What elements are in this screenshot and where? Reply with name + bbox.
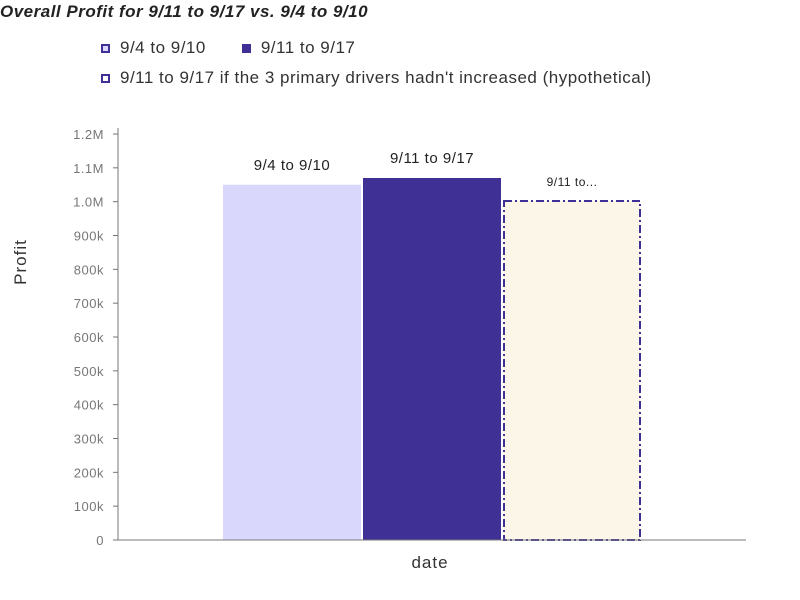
- legend-swatch-series-2: [241, 43, 251, 53]
- y-tick-label: 500k: [74, 364, 104, 379]
- y-tick-label: 400k: [74, 398, 104, 413]
- legend-swatch-series-1: [101, 43, 110, 53]
- y-tick-label: 900k: [74, 229, 104, 244]
- y-tick-label: 1.0M: [73, 195, 104, 210]
- legend-label-series-2: 9/11 to 9/17: [260, 38, 356, 57]
- bar-data-label-1: 9/4 to 9/10: [254, 157, 330, 174]
- bar-series-1[interactable]: [223, 184, 361, 540]
- legend-item-series-2[interactable]: 9/11 to 9/17: [241, 38, 356, 58]
- legend-row-1: 9/4 to 9/10 9/11 to 9/17: [101, 38, 652, 68]
- y-axis-label: Profit: [11, 239, 30, 285]
- y-tick-label: 600k: [74, 330, 104, 345]
- bar-series-3[interactable]: [503, 199, 641, 541]
- bars: [223, 177, 641, 541]
- legend-label-series-1: 9/4 to 9/10: [120, 38, 206, 57]
- legend: 9/4 to 9/10 9/11 to 9/17 9/11 to 9/17 if…: [101, 38, 652, 98]
- data-labels: 9/4 to 9/10 9/11 to 9/17 9/11 to...: [254, 150, 598, 189]
- x-axis-label: date: [411, 553, 448, 572]
- legend-swatch-series-3: [101, 73, 110, 83]
- y-tick-label: 200k: [74, 465, 104, 480]
- bar-data-label-3: 9/11 to...: [547, 175, 598, 189]
- y-tick-label: 100k: [74, 499, 104, 514]
- legend-item-series-1[interactable]: 9/4 to 9/10: [101, 38, 206, 58]
- y-tick-label: 1.2M: [73, 127, 104, 142]
- legend-item-series-3[interactable]: 9/11 to 9/17 if the 3 primary drivers ha…: [101, 68, 652, 88]
- bar-data-label-2: 9/11 to 9/17: [390, 150, 474, 167]
- y-axis: 0 100k 200k 300k 400k 500k 600k 700k 800k 900k 1.0…: [73, 127, 119, 548]
- y-tick-label: 300k: [74, 432, 104, 447]
- y-tick-label: 800k: [74, 262, 104, 277]
- y-tick-label: 1.1M: [73, 161, 104, 176]
- chart-title: Overall Profit for 9/11 to 9/17 vs. 9/4 …: [0, 2, 369, 21]
- bar-series-2[interactable]: [363, 177, 501, 540]
- y-tick-label: 700k: [74, 296, 104, 311]
- legend-label-series-3: 9/11 to 9/17 if the 3 primary drivers ha…: [120, 68, 652, 87]
- y-tick-label: 0: [96, 533, 104, 548]
